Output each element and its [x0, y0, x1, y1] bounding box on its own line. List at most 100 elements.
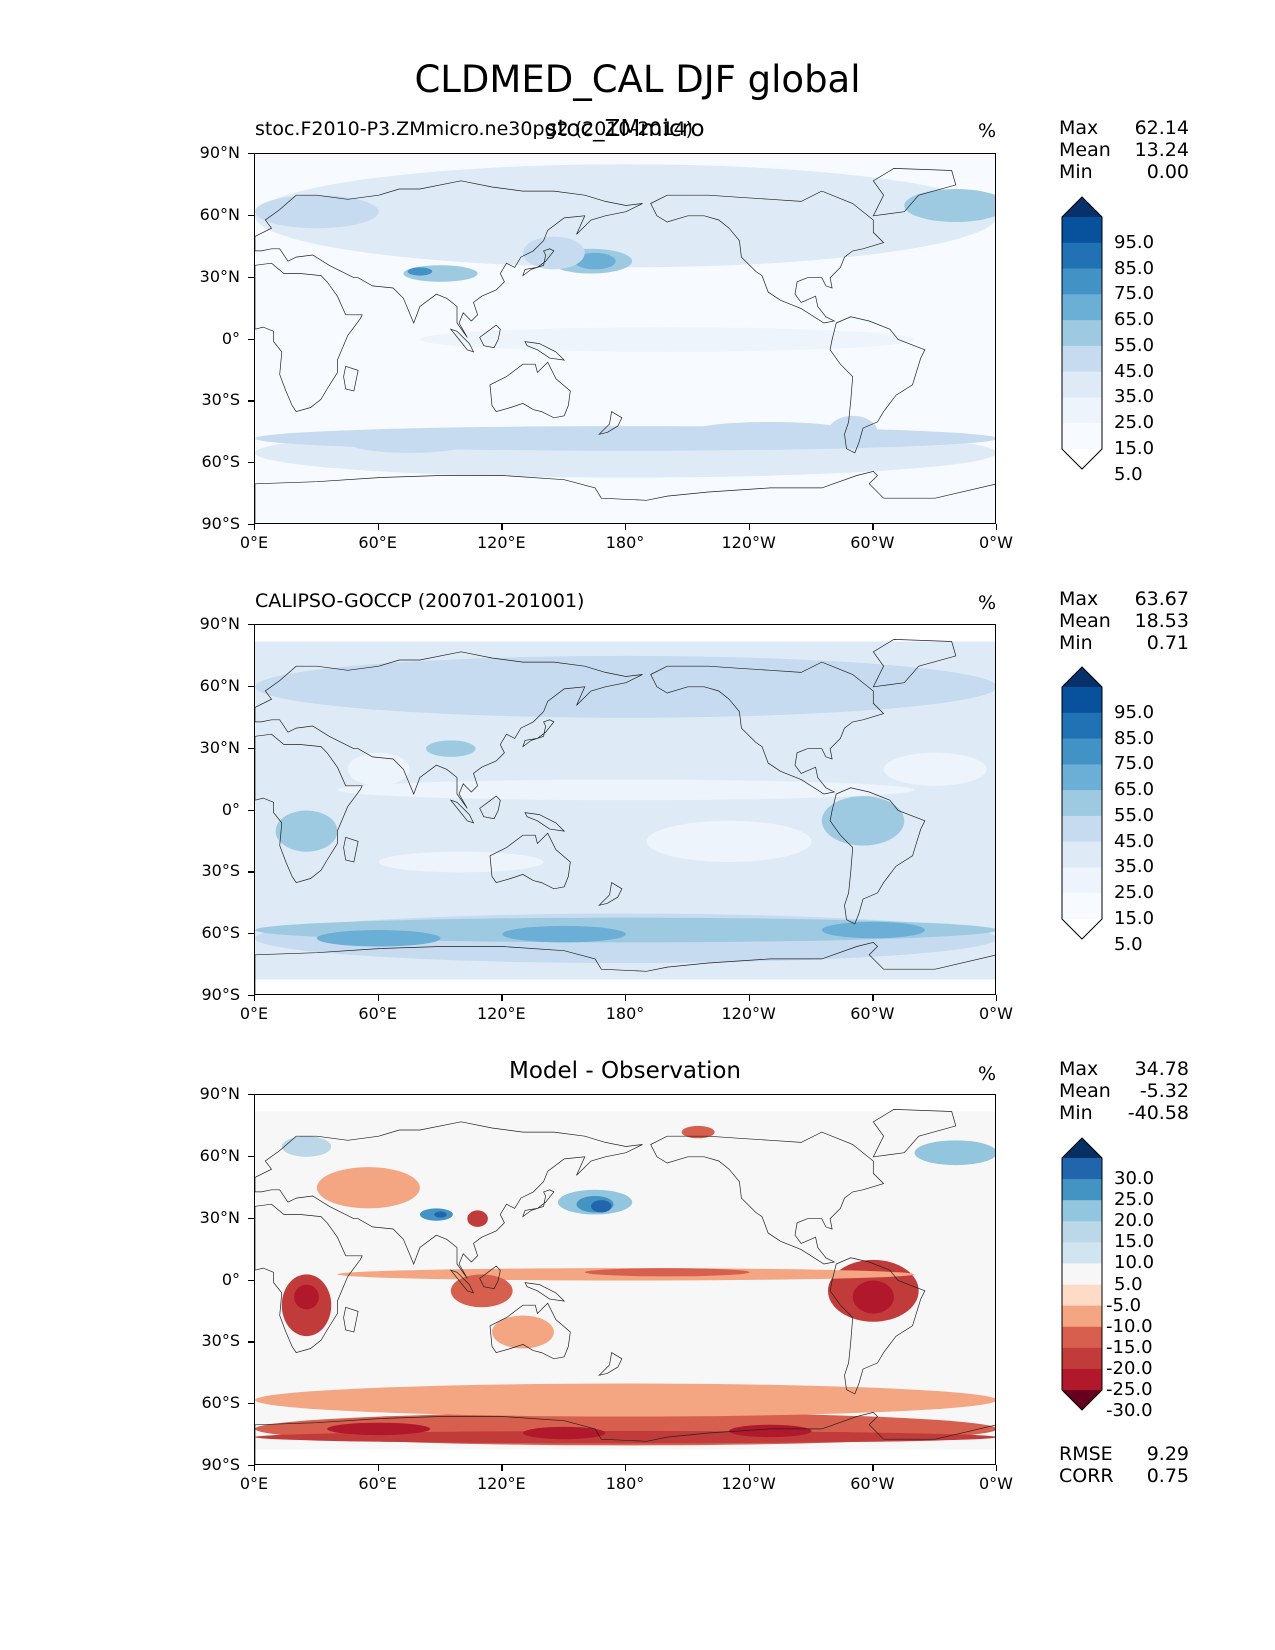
lon-tick-label: 60°W [850, 533, 895, 552]
lon-tick-label: 60°E [358, 1004, 397, 1023]
panel-left-title: CALIPSO-GOCCP (200701-201001) [255, 590, 585, 612]
colorbar-extend-max [1062, 1138, 1102, 1158]
panel-center-title: stoc_ZMmicro [545, 116, 705, 142]
stat-label: Max [1059, 1058, 1099, 1080]
colorbar-tick-label: 20.0 [1114, 1210, 1155, 1232]
lon-tick-mark [996, 1465, 998, 1471]
lat-tick-label: 30°N [199, 266, 240, 286]
colorbar-extend-min [1062, 1390, 1102, 1410]
colorbar-tick-label: 5.0 [1114, 1273, 1143, 1295]
map-plot [254, 1094, 996, 1465]
stat-value: 0.71 [1146, 632, 1189, 654]
lat-tick-mark [248, 871, 254, 873]
lat-tick-label: 30°N [199, 737, 240, 757]
colorbar-segment [1062, 1200, 1102, 1222]
colorbar-segment [1062, 371, 1102, 398]
field-contour [821, 921, 925, 939]
colorbar-tick-label: 45.0 [1114, 360, 1155, 382]
lat-tick-label: 30°S [201, 1331, 240, 1351]
field-contour [827, 415, 878, 449]
stat-value: 62.14 [1134, 117, 1189, 139]
field-contour [729, 1424, 812, 1438]
lon-tick-mark [254, 995, 256, 1001]
lat-tick-label: 30°S [201, 861, 240, 881]
colorbar-extend-max [1062, 197, 1102, 217]
coastline [829, 1257, 926, 1395]
stat-value: 18.53 [1134, 610, 1189, 632]
coastline [449, 799, 475, 824]
lat-tick-mark [248, 524, 254, 526]
stat-row: Max 34.78 [1059, 1058, 1189, 1080]
colorbar-tick-label: 15.0 [1114, 908, 1155, 929]
colorbar-tick-label: 55.0 [1114, 334, 1155, 356]
stat-value: -40.58 [1127, 1102, 1189, 1124]
coastline [255, 1203, 363, 1354]
panel-obs: CALIPSO-GOCCP (200701-201001) % 90°N 60°N… [0, 0, 1275, 1023]
colorbar-svg [1061, 666, 1103, 940]
field-contour [522, 236, 585, 270]
colorbar-tick-label: -5.0 [1106, 1294, 1142, 1316]
lat-tick-mark [248, 747, 254, 749]
field-contour [914, 1140, 995, 1166]
lat-tick-label: 90°N [199, 1084, 240, 1103]
colorbar-tick-label: 65.0 [1114, 779, 1155, 801]
field-contour [407, 267, 433, 276]
lon-tick-label: 0°E [239, 1004, 269, 1023]
coastline [598, 411, 623, 435]
field-contour [275, 810, 338, 852]
colorbar-svg [1061, 1137, 1103, 1411]
lon-tick-label: 0°W [979, 1474, 1013, 1493]
colorbar-tick-label: 45.0 [1114, 830, 1155, 852]
stat-label: Mean [1059, 139, 1111, 161]
lon-tick-mark [748, 995, 750, 1001]
colorbar-segment [1062, 790, 1102, 817]
coastline [872, 168, 957, 217]
coastline [522, 1189, 555, 1218]
colorbar-segment [1062, 242, 1102, 270]
lat-tick-label: 60°S [201, 452, 240, 472]
colorbar-outline [1061, 196, 1103, 470]
colorbar-tick-label: 15.0 [1114, 438, 1155, 459]
colorbar-segment [1062, 867, 1102, 894]
colorbar-outline [1061, 666, 1103, 940]
colorbar-tick-label: 15.0 [1114, 1231, 1155, 1253]
map-plot [254, 153, 996, 524]
colorbar-segment [1062, 1326, 1102, 1349]
colorbar-segment [1062, 712, 1102, 740]
lon-tick-mark [377, 524, 379, 530]
field-contour [467, 1210, 488, 1227]
coastline [255, 1121, 643, 1279]
field-contour [502, 925, 626, 943]
coastline [255, 733, 363, 884]
colorbar-segment [1062, 764, 1102, 791]
colorbar-segment [1062, 893, 1102, 920]
colorbar-segment [1062, 423, 1102, 450]
colorbar-outline [1061, 1137, 1103, 1411]
colorbar-tick-label: 85.0 [1114, 727, 1155, 749]
lon-tick-label: 60°E [358, 1474, 397, 1493]
lon-tick-label: 60°W [850, 1474, 895, 1493]
colorbar-segment [1062, 1179, 1102, 1201]
lon-tick-mark [748, 1465, 750, 1471]
stat-label: Max [1059, 588, 1099, 610]
colorbar-tick-label: 85.0 [1114, 257, 1155, 279]
colorbar-segment [1062, 397, 1102, 424]
field-contour [347, 432, 472, 453]
colorbar-tick-label: 55.0 [1114, 804, 1155, 826]
field-contour [883, 752, 987, 786]
lon-tick-label: 0°E [239, 533, 269, 552]
coastline [255, 262, 363, 413]
colorbar-segment [1062, 1284, 1102, 1307]
stat-row: Mean -5.32 [1059, 1080, 1189, 1102]
colorbar-segment [1062, 687, 1102, 714]
colorbar-tick-label: 30.0 [1114, 1168, 1155, 1190]
colorbar-extend-min [1062, 919, 1102, 939]
colorbar-tick-label: 95.0 [1114, 231, 1155, 253]
field-contour [327, 1422, 431, 1436]
coastline [872, 1109, 957, 1158]
stats-block: Max 34.78 Mean -5.32 Min -40.58 [1059, 1058, 1189, 1124]
colorbar-extend-min [1062, 449, 1102, 469]
colorbar-segment [1062, 1305, 1102, 1328]
field-layer [255, 1111, 995, 1450]
field-contour [294, 1284, 319, 1310]
